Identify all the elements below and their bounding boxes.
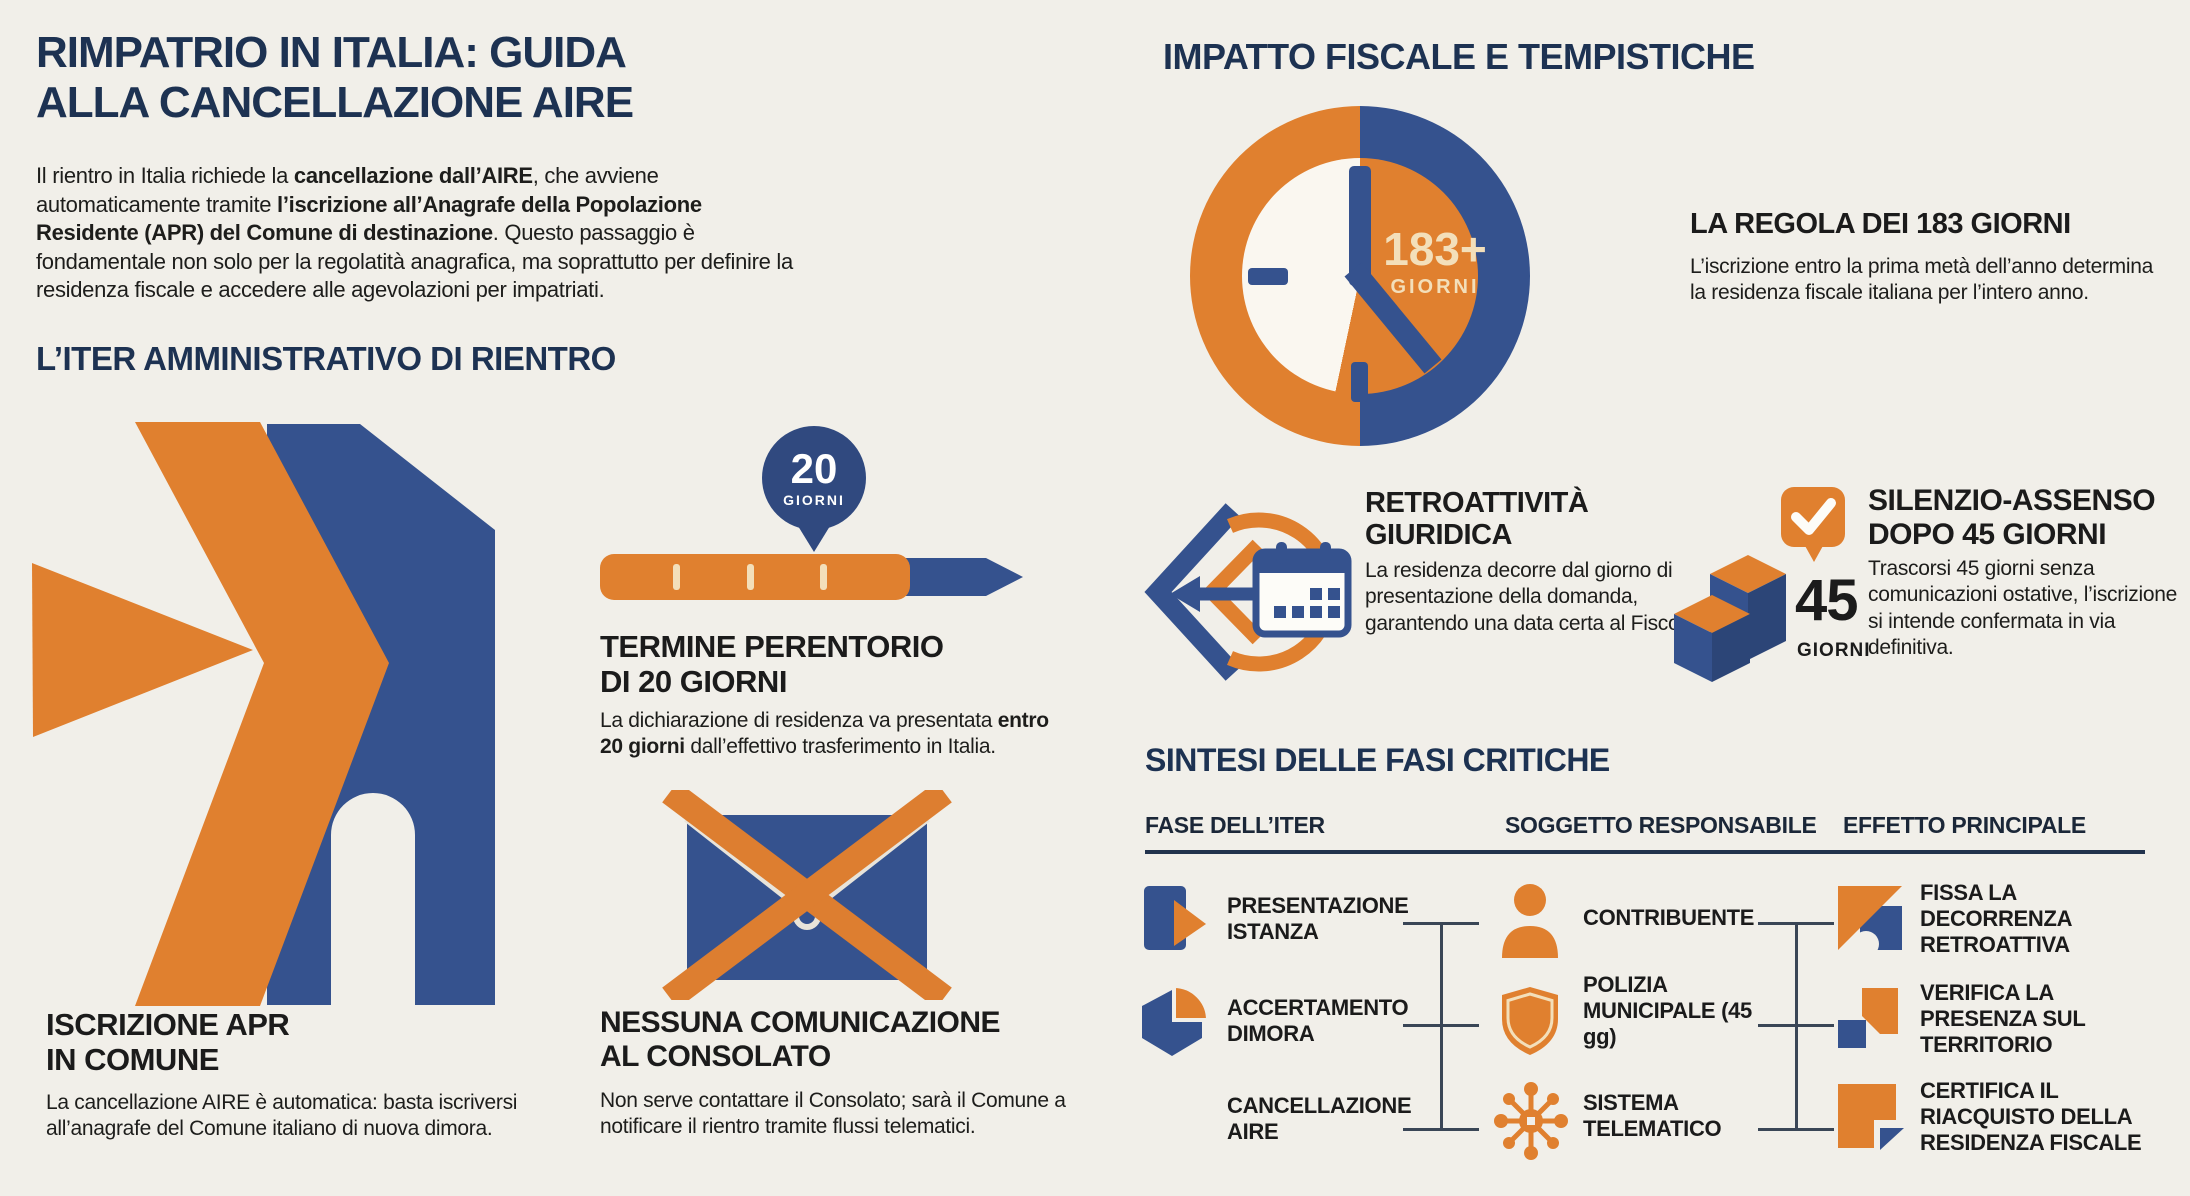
regola-body: L’iscrizione entro la prima metà dell’an… bbox=[1690, 255, 2153, 305]
regola-heading: LA REGOLA DEI 183 GIORNI bbox=[1690, 208, 2071, 240]
column-header-soggetto: SOGGETTO RESPONSABILE bbox=[1505, 812, 1817, 838]
table-row-effetto-2: VERIFICA LA PRESENZA SUL TERRITORIO bbox=[1920, 980, 2086, 1057]
sintesi-title: SINTESI DELLE FASI CRITICHE bbox=[1145, 742, 1610, 778]
triangle-arch-square-icon bbox=[1838, 886, 1902, 954]
connector-tick bbox=[1403, 922, 1479, 925]
clock-days: 183+ bbox=[1383, 223, 1487, 275]
map-pin-tip bbox=[798, 526, 830, 552]
clock-hands bbox=[1248, 166, 1442, 402]
connector-tick bbox=[1758, 1024, 1834, 1027]
section-title-iter: L’ITER AMMINISTRATIVO DI RIENTRO bbox=[36, 340, 616, 377]
pin-label: GIORNI bbox=[783, 492, 845, 508]
timeline-arrow-icon bbox=[600, 554, 1023, 600]
column-header-effetto: EFFETTO PRINCIPALE bbox=[1843, 812, 2086, 838]
network-hub-icon bbox=[1494, 1082, 1568, 1160]
days-45-label: GIORNI bbox=[1797, 640, 1871, 661]
consolato-body: Non serve contattare il Consolato; sarà … bbox=[600, 1089, 1066, 1139]
table-row-soggetto-1: CONTRIBUENTE bbox=[1583, 905, 1755, 930]
shield-icon bbox=[1502, 987, 1558, 1055]
days-45-number: 45 bbox=[1795, 568, 1859, 633]
doc-arrow-icon bbox=[1144, 886, 1206, 950]
folded-square-icon bbox=[1838, 988, 1898, 1048]
connector-tick bbox=[1758, 922, 1834, 925]
connector-tick bbox=[1758, 1128, 1834, 1131]
clock-183-icon: 183+ GIORNI bbox=[1190, 106, 1530, 446]
table-row-fase-2: ACCERTAMENTO DIMORA bbox=[1227, 995, 1409, 1046]
house-arrows-icon bbox=[32, 422, 495, 1006]
clock-label-group: 183+ GIORNI bbox=[1355, 226, 1515, 299]
table-row-fase-3: CANCELLAZIONE AIRE bbox=[1227, 1093, 1412, 1144]
right-title: IMPATTO FISCALE E TEMPISTICHE bbox=[1163, 36, 1755, 77]
retro-heading: RETROATTIVITÀ GIURIDICA bbox=[1365, 487, 1589, 552]
table-row-soggetto-2: POLIZIA MUNICIPALE (45 gg) bbox=[1583, 972, 1752, 1049]
hexagon-quarter-icon bbox=[1142, 983, 1211, 1056]
person-icon bbox=[1502, 884, 1558, 958]
apr-heading: ISCRIZIONE APR IN COMUNE bbox=[46, 1007, 290, 1077]
table-row-effetto-3: CERTIFICA IL RIACQUISTO DELLA RESIDENZA … bbox=[1920, 1078, 2142, 1155]
silenzio-body: Trascorsi 45 giorni senza comunicazioni … bbox=[1868, 557, 2177, 660]
termine-heading: TERMINE PERENTORIO DI 20 GIORNI bbox=[600, 629, 944, 699]
apr-body: La cancellazione AIRE è automatica: bast… bbox=[46, 1091, 518, 1141]
connector-tick bbox=[1403, 1024, 1479, 1027]
calendar-back-arrow-icon bbox=[1144, 503, 1352, 681]
table-row-fase-1: PRESENTAZIONE ISTANZA bbox=[1227, 893, 1409, 944]
clock-days-unit: GIORNI bbox=[1390, 276, 1480, 298]
intro-paragraph: Il rientro in Italia richiede la cancell… bbox=[36, 163, 793, 303]
retro-body: La residenza decorre dal giorno di prese… bbox=[1365, 559, 1685, 635]
notched-square-triangle-icon bbox=[1838, 1084, 1904, 1150]
termine-body: La dichiarazione di residenza va present… bbox=[600, 709, 1049, 759]
silenzio-heading: SILENZIO-ASSENSO DOPO 45 GIORNI bbox=[1868, 484, 2156, 551]
connector-tick bbox=[1403, 1128, 1479, 1131]
pin-number: 20 bbox=[790, 445, 838, 492]
page-title: RIMPATRIO IN ITALIA: GUIDA ALLA CANCELLA… bbox=[36, 28, 634, 128]
header-underline bbox=[1145, 850, 2145, 854]
map-pin-20-icon: 20 GIORNI bbox=[762, 426, 866, 530]
isometric-steps-icon bbox=[1674, 555, 1786, 682]
consolato-heading: NESSUNA COMUNICAZIONE AL CONSOLATO bbox=[600, 1006, 1001, 1073]
crossed-envelope-icon bbox=[662, 790, 952, 1000]
table-row-effetto-1: FISSA LA DECORRENZA RETROATTIVA bbox=[1920, 880, 2072, 957]
column-header-fase: FASE DELL’ITER bbox=[1145, 812, 1325, 838]
table-row-soggetto-3: SISTEMA TELEMATICO bbox=[1583, 1090, 1722, 1141]
check-badge-icon bbox=[1781, 487, 1845, 562]
